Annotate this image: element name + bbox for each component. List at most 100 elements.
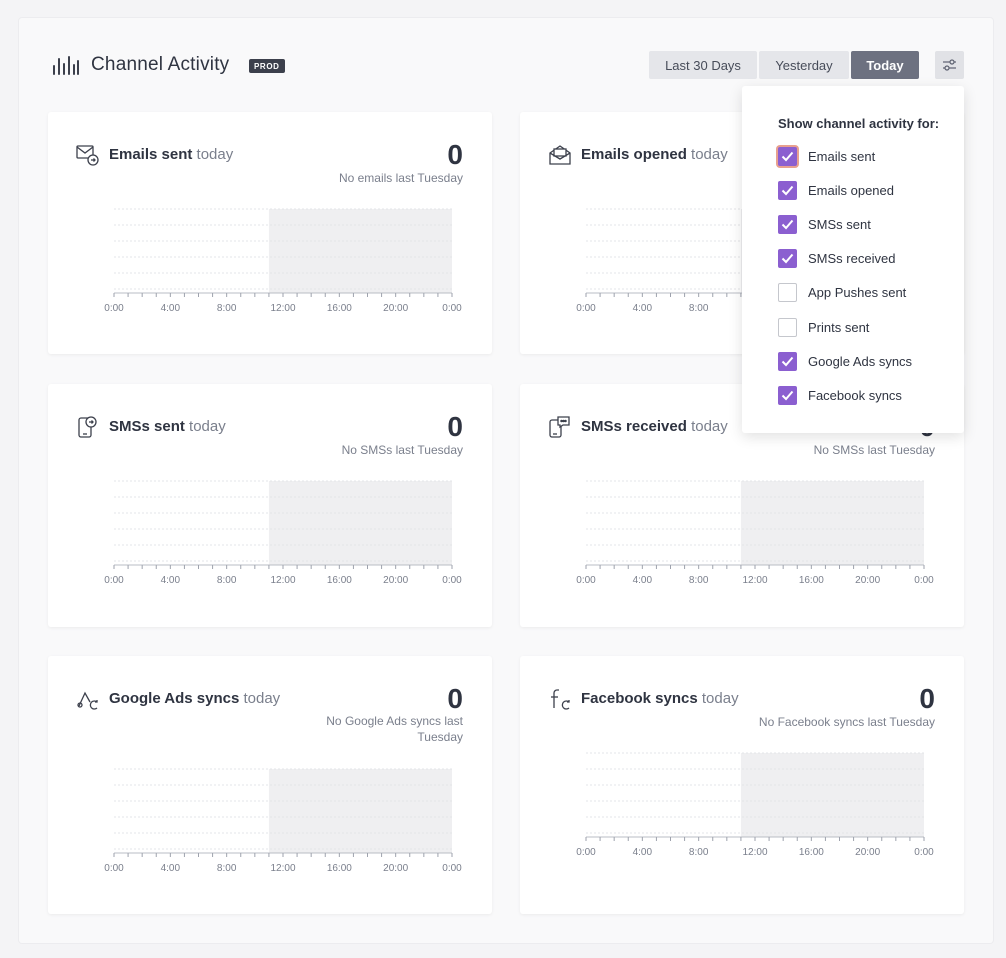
x-tick-label: 20:00 — [383, 575, 408, 586]
x-tick-label: 16:00 — [799, 575, 824, 586]
x-tick-label: 0:00 — [104, 303, 124, 314]
card-google-ads-syncs: Google Ads syncs today 0 No Google Ads s… — [48, 656, 492, 914]
x-tick-label: 0:00 — [576, 303, 596, 314]
check-icon — [781, 390, 794, 400]
x-tick-label: 12:00 — [270, 303, 295, 314]
activity-bars-icon — [53, 56, 79, 75]
range-today-button[interactable]: Today — [851, 51, 919, 79]
card-comparison: No emails last Tuesday — [338, 171, 463, 185]
x-tick-label: 20:00 — [383, 303, 408, 314]
x-tick-label: 0:00 — [442, 575, 462, 586]
option-emails-sent[interactable]: Emails sent — [778, 146, 875, 166]
card-emails-sent: Emails sent today 0 No emails last Tuesd… — [48, 112, 492, 354]
x-tick-label: 0:00 — [104, 575, 124, 586]
x-tick-label: 0:00 — [442, 863, 462, 874]
option-app-pushes-sent[interactable]: App Pushes sent — [778, 282, 906, 302]
x-tick-label: 16:00 — [327, 303, 352, 314]
popup-title: Show channel activity for: — [778, 116, 940, 131]
x-tick-label: 0:00 — [914, 575, 934, 586]
card-comparison: No SMSs last Tuesday — [341, 443, 463, 457]
range-yesterday-button[interactable]: Yesterday — [759, 51, 849, 79]
activity-chart: 0:00 4:00 8:00 12:00 16:00 20:00 0:00 — [104, 768, 462, 874]
x-tick-label: 4:00 — [161, 863, 181, 874]
channel-filter-button[interactable] — [935, 51, 964, 79]
card-value: 0 — [447, 411, 463, 442]
card-title: SMSs sent today — [109, 418, 226, 435]
checkbox[interactable] — [778, 146, 797, 166]
checkbox[interactable] — [778, 351, 797, 371]
future-region — [268, 769, 452, 853]
x-tick-label: 0:00 — [576, 847, 596, 858]
env-badge: PROD — [249, 59, 285, 73]
google-ads-icon — [77, 691, 98, 710]
checkbox[interactable] — [778, 282, 797, 302]
option-prints-sent[interactable]: Prints sent — [778, 317, 869, 337]
channel-filter-popup: Show channel activity for: Emails sent E… — [742, 86, 964, 433]
check-icon — [781, 253, 794, 263]
activity-chart: 0:00 4:00 8:00 12:00 16:00 20:00 0:00 — [576, 480, 934, 586]
activity-chart: 0:00 4:00 8:00 12:00 16:00 20:00 0:00 — [576, 752, 934, 858]
card-facebook-syncs: Facebook syncs today 0 No Facebook syncs… — [520, 656, 964, 914]
x-tick-label: 4:00 — [161, 575, 181, 586]
x-tick-label: 8:00 — [217, 575, 237, 586]
checkbox[interactable] — [778, 214, 797, 234]
checkbox[interactable] — [778, 317, 797, 337]
option-google-ads-syncs[interactable]: Google Ads syncs — [778, 351, 912, 371]
card-comparison: No Google Ads syncs last Tuesday — [326, 714, 463, 744]
x-tick-label: 4:00 — [161, 303, 181, 314]
range-last-30-days-button[interactable]: Last 30 Days — [649, 51, 757, 79]
x-tick-label: 12:00 — [742, 575, 767, 586]
x-tick-label: 12:00 — [742, 847, 767, 858]
x-tick-label: 16:00 — [799, 847, 824, 858]
option-smss-sent[interactable]: SMSs sent — [778, 214, 871, 234]
checkbox[interactable] — [778, 248, 797, 268]
card-comparison: No SMSs last Tuesday — [813, 443, 935, 457]
x-tick-label: 8:00 — [689, 575, 709, 586]
x-tick-label: 0:00 — [576, 575, 596, 586]
activity-chart: 0:00 4:00 8:00 12:00 16:00 20:00 0:00 — [104, 208, 462, 314]
facebook-icon — [551, 689, 570, 710]
x-tick-label: 20:00 — [383, 863, 408, 874]
future-region — [268, 481, 452, 565]
checkbox[interactable] — [778, 385, 797, 405]
sliders-icon — [943, 59, 956, 71]
x-tick-label: 8:00 — [689, 303, 709, 314]
card-value: 0 — [919, 683, 935, 714]
card-comparison: No Facebook syncs last Tuesday — [758, 715, 935, 729]
option-facebook-syncs[interactable]: Facebook syncs — [778, 385, 902, 405]
card-title: Emails opened today — [581, 146, 728, 163]
x-tick-label: 4:00 — [633, 847, 653, 858]
x-tick-label: 12:00 — [270, 575, 295, 586]
x-tick-label: 12:00 — [270, 863, 295, 874]
checkbox[interactable] — [778, 180, 797, 200]
page-title: Channel Activity — [91, 54, 230, 75]
card-value: 0 — [447, 139, 463, 170]
check-icon — [781, 185, 794, 195]
email-opened-icon — [549, 145, 571, 165]
x-tick-label: 0:00 — [914, 847, 934, 858]
future-region — [740, 753, 924, 837]
x-tick-label: 16:00 — [327, 575, 352, 586]
x-tick-label: 8:00 — [689, 847, 709, 858]
card-smss-sent: SMSs sent today 0 No SMSs last Tuesday 0… — [48, 384, 492, 627]
option-smss-received[interactable]: SMSs received — [778, 248, 895, 268]
x-tick-label: 0:00 — [104, 863, 124, 874]
card-title: Google Ads syncs today — [109, 690, 281, 707]
check-icon — [781, 219, 794, 229]
x-tick-label: 20:00 — [855, 575, 880, 586]
future-region — [740, 481, 924, 565]
x-tick-label: 0:00 — [442, 303, 462, 314]
x-tick-label: 20:00 — [855, 847, 880, 858]
sms-sent-icon — [78, 416, 97, 438]
x-tick-label: 4:00 — [633, 303, 653, 314]
x-tick-label: 16:00 — [327, 863, 352, 874]
future-region — [268, 209, 452, 293]
x-tick-label: 8:00 — [217, 863, 237, 874]
sms-received-icon — [549, 416, 570, 438]
activity-chart: 0:00 4:00 8:00 12:00 16:00 20:00 0:00 — [104, 480, 462, 586]
option-emails-opened[interactable]: Emails opened — [778, 180, 894, 200]
email-sent-icon — [76, 145, 99, 166]
card-title: SMSs received today — [581, 418, 728, 435]
card-title: Emails sent today — [109, 146, 234, 163]
card-title: Facebook syncs today — [581, 690, 739, 707]
